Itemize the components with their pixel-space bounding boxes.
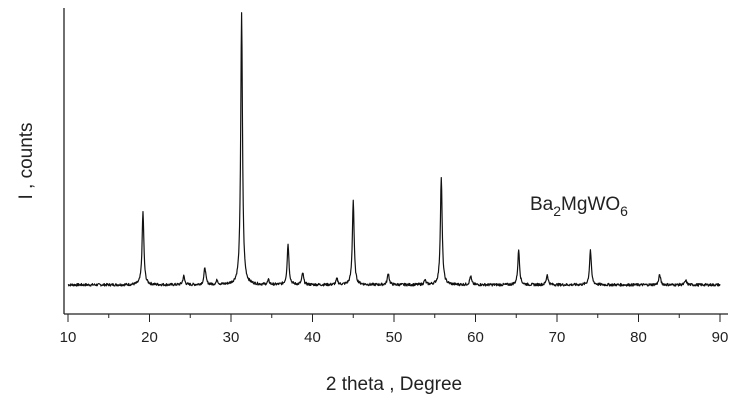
compound-label-sub-2: 2 xyxy=(553,203,561,219)
x-tick-label: 90 xyxy=(712,329,729,346)
series-layer xyxy=(67,12,721,287)
x-tick-label: 60 xyxy=(467,329,484,346)
compound-label-ba: Ba xyxy=(530,194,554,215)
x-tick-label: 80 xyxy=(630,329,647,346)
axes xyxy=(63,8,728,315)
x-tick-label: 70 xyxy=(549,329,566,346)
compound-label: Ba2MgWO6 xyxy=(530,194,628,219)
x-tick-label: 10 xyxy=(60,329,77,346)
x-tick-label: 40 xyxy=(304,329,321,346)
x-tick-label: 30 xyxy=(223,329,240,346)
x-tick-label: 50 xyxy=(386,329,403,346)
y-axis-title: I , counts xyxy=(16,122,37,199)
x-tick-label: 20 xyxy=(141,329,158,346)
x-ticks xyxy=(67,314,721,322)
compound-label-sub-6: 6 xyxy=(620,203,628,219)
x-axis-title: 2 theta , Degree xyxy=(326,374,462,395)
xrd-pattern-line xyxy=(67,12,721,287)
x-tick-labels: 10 20 30 40 50 60 70 80 90 xyxy=(60,329,729,346)
compound-label-mgwo: MgWO xyxy=(561,194,620,215)
